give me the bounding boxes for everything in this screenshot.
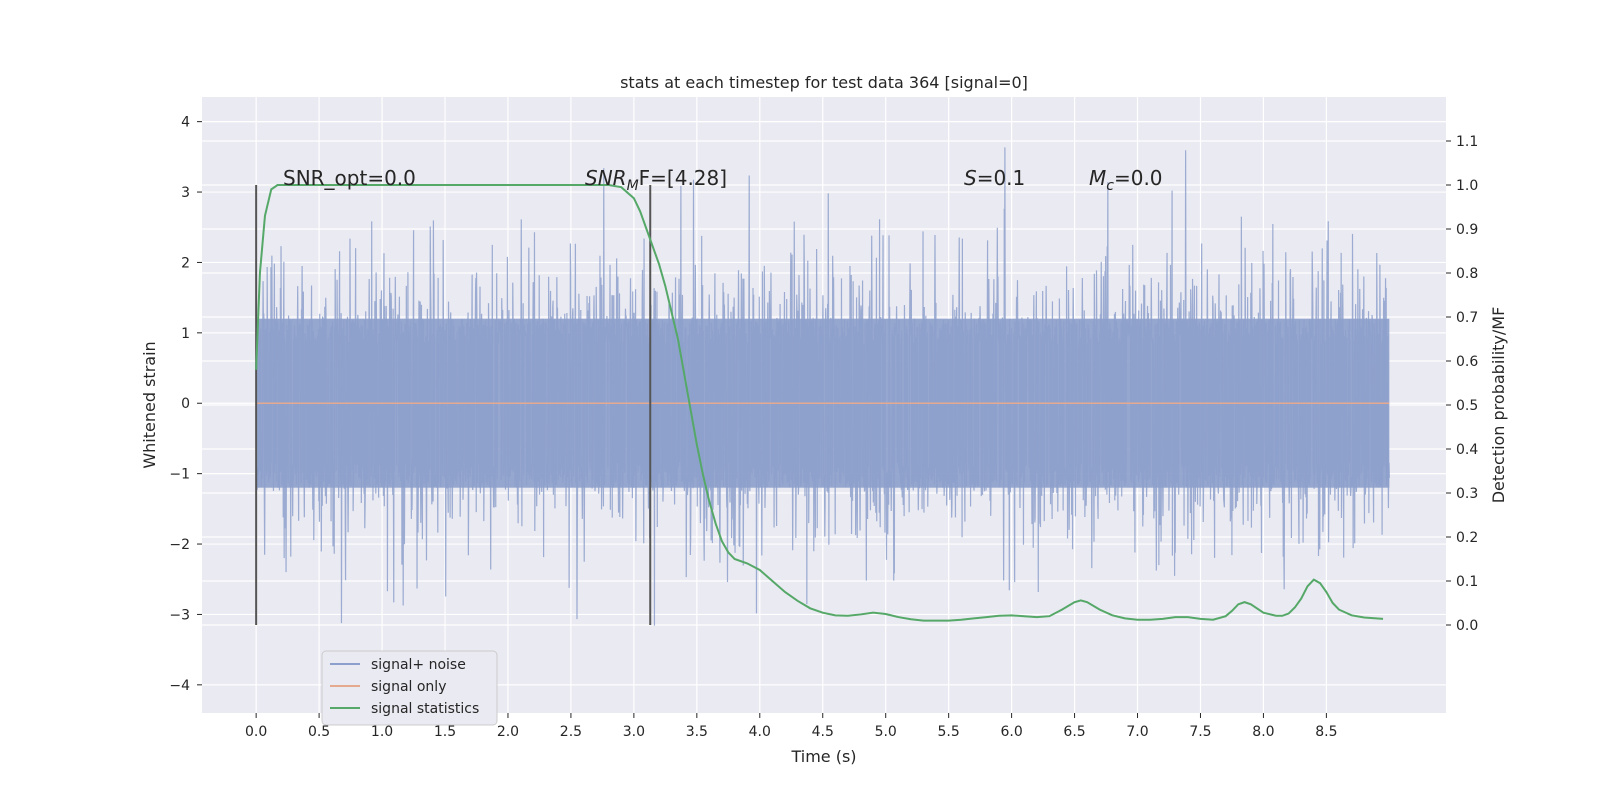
x-tick-label: 1.5	[434, 724, 456, 740]
x-tick-label: 2.5	[560, 724, 582, 740]
annotation-s-symbol: S	[964, 166, 977, 190]
y-left-tick-label: 1	[181, 326, 190, 342]
x-tick-label: 4.0	[749, 724, 771, 740]
annotation-s-value: =0.1	[977, 166, 1026, 190]
y-left-tick-label: −3	[169, 607, 190, 623]
x-tick-label: 7.5	[1189, 724, 1211, 740]
y-right-tick-label: 0.5	[1456, 398, 1478, 414]
y-right-tick-label: 0.2	[1456, 530, 1478, 546]
x-tick-label: 5.0	[875, 724, 897, 740]
x-tick-label: 3.0	[623, 724, 645, 740]
annotation-snr-mf: SNRMF=[4.28]	[585, 166, 727, 194]
y-axis-left-label: Whitened strain	[140, 341, 159, 468]
y-right-tick-label: 0.9	[1456, 222, 1478, 238]
x-tick-label: 0.5	[308, 724, 330, 740]
series-signal-statistics	[255, 184, 1384, 622]
y-right-tick-label: 1.1	[1456, 134, 1478, 150]
y-right-tick-label: 0.7	[1456, 310, 1478, 326]
annotation-mc-subscript: c	[1106, 178, 1114, 194]
x-tick-label: 8.5	[1315, 724, 1337, 740]
y-left-tick-label: −1	[169, 467, 190, 483]
y-right-tick-label: 0.6	[1456, 354, 1478, 370]
legend-label-signal-statistics: signal statistics	[371, 701, 479, 717]
y-left-tick-label: 3	[181, 185, 190, 201]
x-tick-label: 6.5	[1063, 724, 1085, 740]
signal-statistics-line	[255, 184, 1384, 622]
y-axis-right-ticks: 1.1 1.0 0.9 0.8 0.7 0.6 0.5 0.4 0.3 0.2 0.1 0.0	[1446, 134, 1478, 634]
annotation-mc-value: =0.0	[1114, 166, 1163, 190]
y-right-tick-label: 0.0	[1456, 618, 1478, 634]
x-axis-label: Time (s)	[790, 747, 856, 766]
x-tick-label: 1.0	[371, 724, 393, 740]
x-tick-label: 7.0	[1126, 724, 1148, 740]
x-tick-label: 2.0	[497, 724, 519, 740]
legend-label-signal-only: signal only	[371, 679, 446, 695]
y-right-tick-label: 0.4	[1456, 442, 1478, 458]
chart-title: stats at each timestep for test data 364…	[620, 73, 1028, 92]
legend-box	[321, 650, 498, 726]
y-right-tick-label: 0.3	[1456, 486, 1478, 502]
annotation-snr-mf-value: F=[4.28]	[639, 166, 727, 190]
x-tick-label: 3.5	[686, 724, 708, 740]
annotation-snr-mf-subscript: M	[627, 178, 639, 194]
x-axis-ticks: 0.0 0.5 1.0 1.5 2.0 2.5 3.0 3.5 4.0 4.5 5.0 5.5 6.0 6…	[245, 713, 1338, 740]
x-tick-label: 0.0	[245, 724, 267, 740]
legend: signal+ noise signal only signal statist…	[321, 650, 498, 726]
y-left-tick-label: 4	[181, 115, 190, 131]
legend-label-signal-noise: signal+ noise	[371, 657, 466, 673]
y-left-tick-label: 2	[181, 255, 190, 271]
y-left-tick-label: −4	[169, 678, 190, 694]
annotation-snr-mf-symbol: SNR	[585, 166, 627, 190]
vertical-markers	[255, 185, 652, 625]
x-tick-label: 5.5	[938, 724, 960, 740]
y-right-tick-label: 0.1	[1456, 574, 1478, 590]
annotation-snr-opt: SNR_opt=0.0	[283, 166, 416, 190]
y-right-tick-label: 1.0	[1456, 178, 1478, 194]
x-tick-label: 4.5	[812, 724, 834, 740]
y-left-tick-label: −2	[169, 537, 190, 553]
annotation-mc-symbol: M	[1089, 166, 1106, 190]
y-left-tick-label: 0	[181, 396, 190, 412]
annotation-mc: Mc=0.0	[1089, 166, 1163, 194]
annotation-s: S=0.1	[964, 166, 1025, 190]
x-tick-label: 6.0	[1000, 724, 1022, 740]
y-axis-left-ticks: 4 3 2 1 0 −1 −2 −3 −4	[169, 115, 202, 694]
x-tick-label: 8.0	[1252, 724, 1274, 740]
y-axis-right-label: Detection probability/MF	[1489, 307, 1508, 504]
y-right-tick-label: 0.8	[1456, 266, 1478, 282]
